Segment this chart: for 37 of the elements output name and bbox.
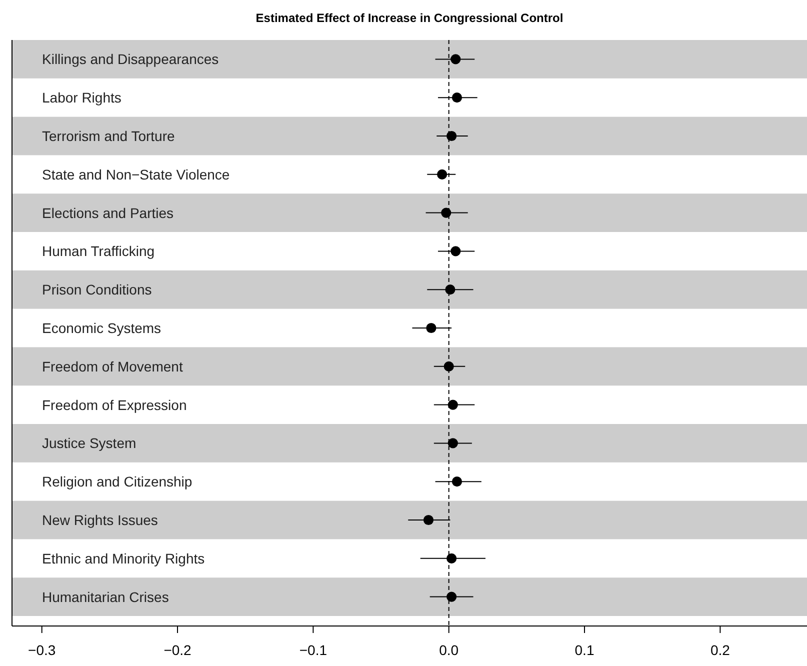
point — [446, 130, 457, 142]
point — [452, 476, 462, 487]
y-tick-label: Prison Conditions — [42, 282, 152, 298]
y-tick-label: Freedom of Expression — [42, 396, 187, 413]
x-tick-label: −0.3 — [28, 642, 56, 658]
y-tick-label: Labor Rights — [42, 90, 122, 106]
y-tick-label: Justice System — [42, 435, 136, 452]
x-tick-label: 0.0 — [439, 642, 459, 658]
y-tick-label: Ethnic and Minority Rights — [42, 550, 205, 566]
point — [444, 361, 454, 372]
point — [437, 169, 448, 180]
y-tick-label: Killings and Disappearances — [42, 51, 219, 68]
y-tick-label: Human Trafficking — [42, 243, 155, 260]
point — [423, 514, 434, 526]
point — [446, 592, 457, 602]
y-tick-label: Elections and Parties — [42, 204, 174, 221]
y-tick-label: Terrorism and Torture — [42, 128, 175, 144]
point — [445, 284, 456, 295]
point — [450, 54, 461, 64]
y-tick-label: Humanitarian Crises — [42, 588, 169, 605]
x-tick-label: −0.2 — [164, 642, 192, 658]
point — [448, 400, 458, 410]
point — [452, 92, 462, 103]
point — [448, 438, 458, 448]
point — [446, 553, 457, 564]
x-tick-label: −0.1 — [299, 642, 328, 658]
x-tick-label: 0.1 — [574, 642, 594, 658]
y-tick-label: Freedom of Movement — [42, 358, 183, 374]
y-tick-label: State and Non−State Violence — [42, 166, 230, 182]
point — [426, 322, 436, 334]
chart-title: Estimated Effect of Increase in Congressional Control — [256, 11, 564, 25]
point — [450, 246, 461, 256]
point — [441, 208, 452, 218]
y-tick-label: Religion and Citizenship — [42, 474, 192, 490]
y-tick-label: Economic Systems — [42, 320, 162, 336]
x-tick-label: 0.2 — [710, 642, 730, 658]
y-tick-label: New Rights Issues — [42, 512, 158, 528]
